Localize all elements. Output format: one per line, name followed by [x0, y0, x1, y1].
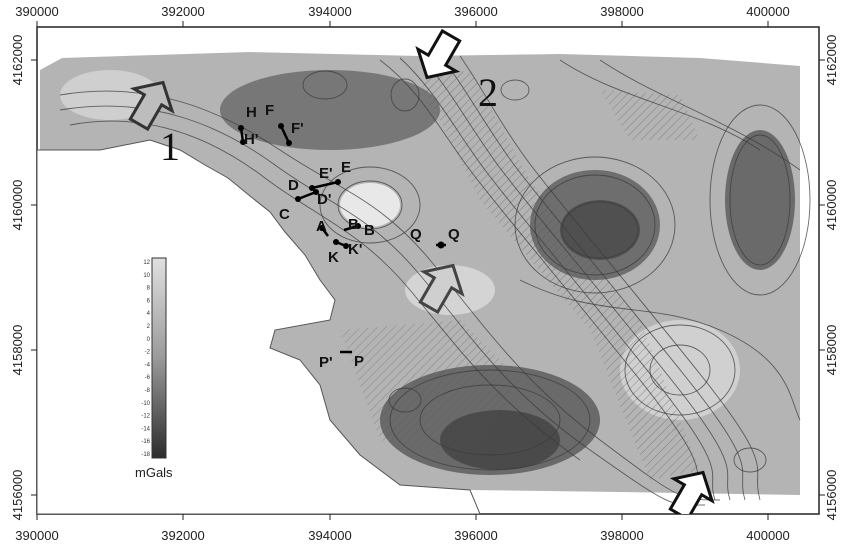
legend-tick-label: 10: [143, 273, 150, 279]
y-tick-left-0: 4162000: [10, 35, 25, 86]
anomaly-low-north: [220, 70, 440, 150]
arrow-2-icon: [415, 28, 462, 80]
legend-tick-label: -12: [141, 414, 150, 420]
x-tick-top-3: 396000: [454, 4, 497, 19]
legend-tick-label: 8: [147, 286, 151, 292]
x-tick-bottom-2: 394000: [308, 528, 351, 543]
legend-tick-label: 4: [147, 311, 151, 317]
profile-endpoints: [238, 123, 445, 249]
x-tick-top-4: 398000: [600, 4, 643, 19]
y-tick-right-0: 4162000: [824, 35, 839, 86]
x-tick-bottom-5: 400000: [746, 528, 789, 543]
land-region: [37, 139, 481, 514]
legend-tick-label: -16: [141, 439, 150, 445]
marker-d: D: [288, 177, 299, 194]
marker-e: E: [341, 159, 351, 176]
marker-p-prime: P': [319, 354, 333, 371]
legend-tick-label: -2: [145, 350, 151, 356]
axis-ticks: [31, 21, 825, 520]
marker-e-prime: E': [319, 165, 333, 182]
marker-d-prime: D': [317, 191, 331, 208]
x-tick-top-5: 400000: [746, 4, 789, 19]
y-tick-left-3: 4156000: [10, 470, 25, 521]
legend-tick-label: -14: [141, 426, 150, 432]
legend-tick-label: 0: [147, 337, 151, 343]
legend-colorbar: [151, 257, 167, 459]
x-tick-bottom-1: 392000: [161, 528, 204, 543]
legend-tick-label: -4: [145, 362, 151, 368]
marker-p: P: [354, 353, 364, 370]
legend-tick-label: -10: [141, 401, 150, 407]
legend-unit: mGals: [135, 465, 173, 480]
arrow-center-icon: [418, 263, 465, 315]
marker-q-right: Q: [448, 226, 460, 243]
legend-tick-label: -6: [145, 375, 151, 381]
arrow-southeast-icon: [668, 470, 715, 514]
marker-f: F: [265, 102, 274, 119]
legend-tick-label: 2: [147, 324, 151, 330]
marker-c: C: [279, 206, 290, 223]
y-tick-right-3: 4156000: [824, 470, 839, 521]
marker-b-right: B: [364, 222, 375, 239]
hatched-zone-ne: [600, 90, 700, 140]
x-tick-bottom-4: 398000: [600, 528, 643, 543]
y-tick-right-1: 4160000: [824, 180, 839, 231]
legend-tick-label: -8: [145, 388, 151, 394]
y-tick-right-2: 4158000: [824, 325, 839, 376]
arrow-label-1: 1: [160, 124, 180, 169]
x-tick-top-1: 392000: [161, 4, 204, 19]
x-tick-top-0: 390000: [15, 4, 58, 19]
x-tick-bottom-0: 390000: [15, 528, 58, 543]
x-tick-bottom-3: 396000: [454, 528, 497, 543]
marker-f-prime: F': [291, 120, 304, 137]
marker-k: K: [328, 249, 339, 266]
marker-a: A: [316, 218, 327, 235]
y-tick-left-2: 4158000: [10, 325, 25, 376]
hatched-zone-fault: [420, 70, 700, 480]
contour-lines: [59, 55, 811, 506]
anomaly-low-ne: [725, 130, 795, 270]
x-tick-top-2: 394000: [308, 4, 351, 19]
legend-tick-labels: 12 10 8 6 4 2 0 -2 -4 -6 -8 -10 -12 -14 -16 -18: [141, 260, 150, 458]
marker-q-left: Q: [410, 226, 422, 243]
marker-b-left: B: [348, 216, 359, 233]
y-tick-left-1: 4160000: [10, 180, 25, 231]
legend-tick-label: 12: [143, 260, 150, 266]
legend-tick-label: -18: [141, 452, 150, 458]
arrow-1-icon: [128, 80, 175, 132]
marker-h-prime: H': [244, 131, 258, 148]
arrow-label-2: 2: [478, 70, 498, 115]
marker-k-prime: K': [348, 241, 362, 258]
legend-tick-label: 6: [147, 298, 151, 304]
hatched-zone-south: [340, 320, 520, 460]
marker-h: H: [246, 104, 257, 121]
